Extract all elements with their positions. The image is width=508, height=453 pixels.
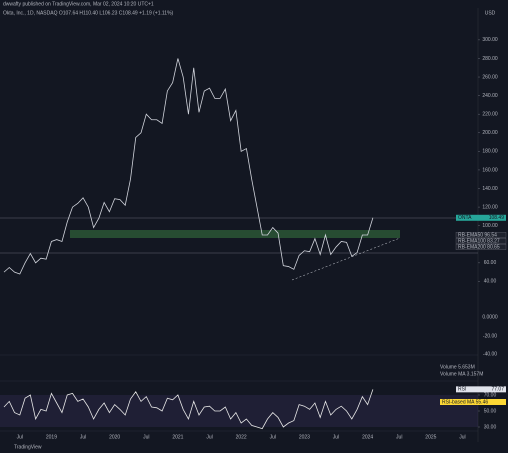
y-tick-label: 100.00 xyxy=(482,223,498,229)
series-name: ONTA xyxy=(458,215,472,221)
y-tick-label: 300.00 xyxy=(482,37,498,43)
oscillator-axis-label: -40.00 xyxy=(483,351,497,357)
price-line xyxy=(3,389,374,430)
last-value-box xyxy=(456,214,506,221)
currency: USD xyxy=(485,10,496,16)
price-line xyxy=(3,58,374,275)
support-zone xyxy=(70,230,400,238)
x-tick-label: 2022 xyxy=(236,434,247,440)
author-line: dwwafty published on TradingView.com, Ma… xyxy=(3,1,154,7)
y-tick-label: 40.00 xyxy=(484,279,497,285)
last-value: 108.49 xyxy=(489,215,505,221)
y-tick-label: 180.00 xyxy=(482,149,498,155)
oscillator-axis-label: 0.0000 xyxy=(482,314,498,320)
last-value: 77.07 xyxy=(491,387,504,393)
y-tick-label: 280.00 xyxy=(482,56,498,62)
x-tick-label: 2024 xyxy=(362,434,373,440)
series-name: RSI xyxy=(458,387,466,393)
x-tick-label: 2023 xyxy=(299,434,310,440)
indicator-label: RB-EMA100 83.27 xyxy=(458,238,500,244)
x-tick-label: 2025 xyxy=(425,434,436,440)
y-tick-label: 200.00 xyxy=(482,130,498,136)
y-tick-label: 70.00 xyxy=(484,392,497,398)
volume-ma-label: Volume MA 3.157M xyxy=(440,371,483,377)
volume-label: Volume 5.653M xyxy=(440,364,475,370)
indicator-label: RB-EMA50 96.54 xyxy=(458,232,497,238)
y-tick-label: 120.00 xyxy=(482,204,498,210)
trend-line xyxy=(291,237,401,281)
x-tick-label: 2021 xyxy=(172,434,183,440)
x-tick-label: Jul xyxy=(80,434,86,440)
x-tick-label: Jul xyxy=(143,434,149,440)
symbol-line: Okta, Inc., 1D, NASDAQ O107.64 H110.40 L… xyxy=(3,10,174,16)
x-tick-label: Jul xyxy=(459,434,465,440)
y-tick-label: 30.00 xyxy=(484,424,497,430)
x-tick-label: Jul xyxy=(206,434,212,440)
x-tick-label: 2020 xyxy=(109,434,120,440)
brand: TradingView xyxy=(14,444,42,450)
rsi-band xyxy=(0,395,478,427)
indicator-box xyxy=(455,232,507,238)
y-tick-label: 60.00 xyxy=(484,260,497,266)
indicator-label: RB-EMA200 80.65 xyxy=(458,244,500,250)
ma-box xyxy=(440,399,506,405)
y-tick-label: 240.00 xyxy=(482,93,498,99)
y-tick-label: 140.00 xyxy=(482,186,498,192)
x-tick-label: Jul xyxy=(396,434,402,440)
x-tick-label: Jul xyxy=(17,434,23,440)
y-tick-label: 220.00 xyxy=(482,112,498,118)
last-value-box xyxy=(456,386,506,393)
ma-label: RSI-based MA 55.46 xyxy=(442,399,488,405)
x-tick-label: Jul xyxy=(270,434,276,440)
y-tick-label: 50.00 xyxy=(484,408,497,414)
x-tick-label: Jul xyxy=(333,434,339,440)
y-tick-label: 160.00 xyxy=(482,167,498,173)
indicator-box xyxy=(455,244,507,250)
indicator-box xyxy=(455,238,507,244)
x-tick-label: 2019 xyxy=(46,434,57,440)
y-tick-label: 260.00 xyxy=(482,74,498,80)
oscillator-axis-label: -20.00 xyxy=(483,333,497,339)
